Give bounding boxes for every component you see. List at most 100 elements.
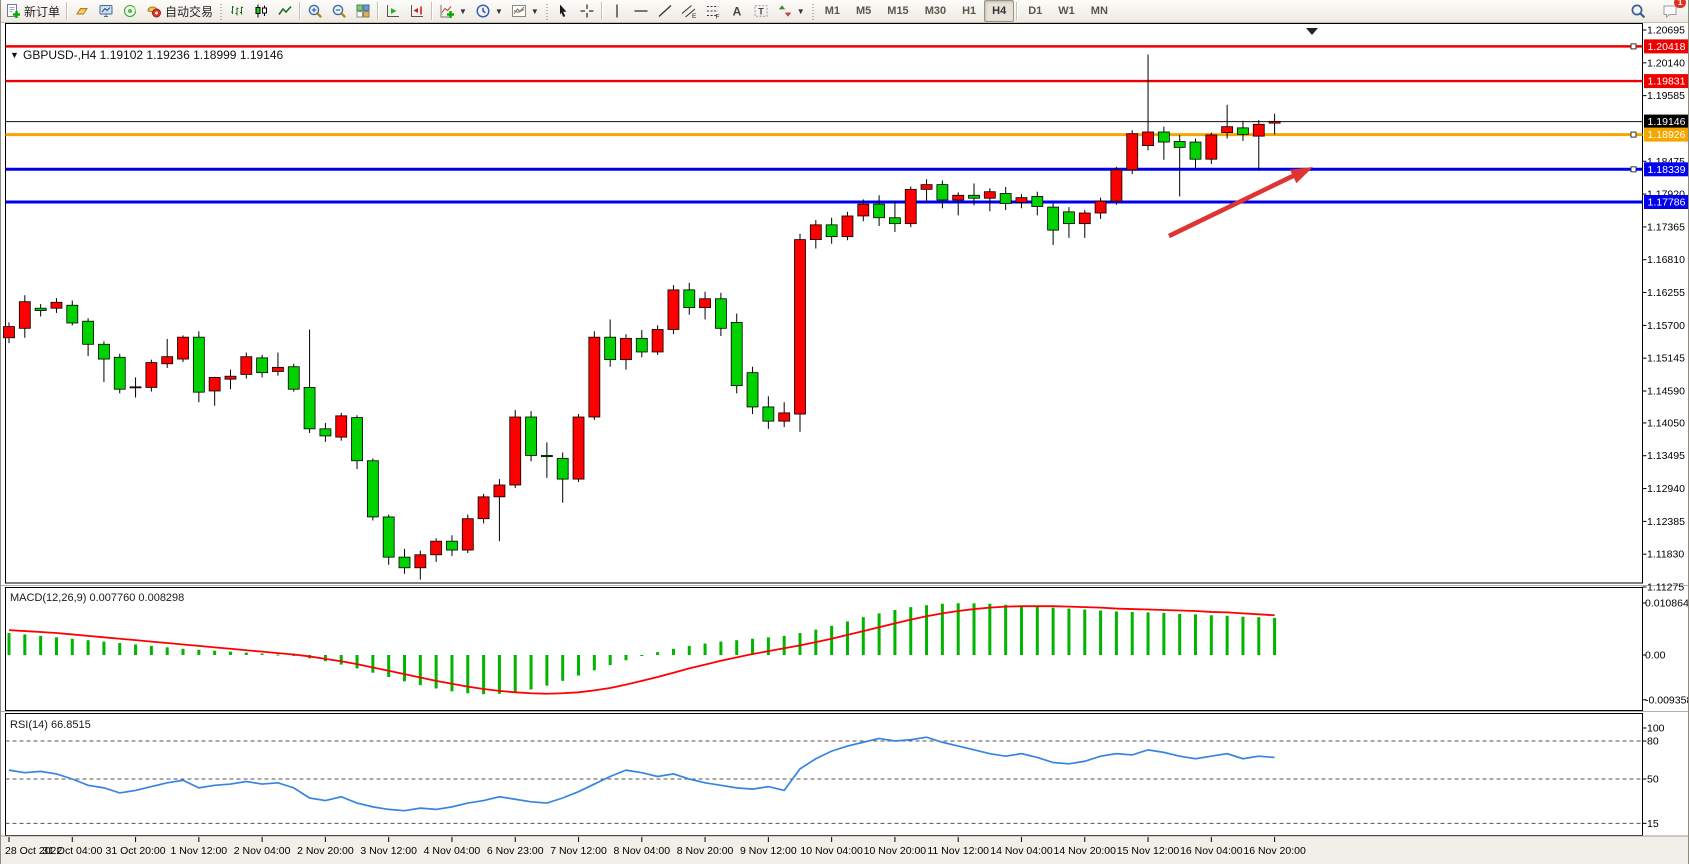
candle [794,233,806,432]
tile-windows-button[interactable] [351,0,375,23]
channel-tool-button[interactable]: E [677,0,701,23]
zoom-out-button[interactable] [327,0,351,23]
indicators-icon [440,5,455,18]
auto-scroll-button[interactable] [381,0,405,23]
price-tick-label: 1.12385 [1647,516,1685,528]
timeframe-h1-button[interactable]: H1 [962,5,977,17]
time-tick-label: 28 Oct 2022 [5,845,62,857]
market-watch-button[interactable] [70,0,94,23]
timeframe-h4-button[interactable]: H4 [984,0,1015,22]
price-badge [1644,195,1688,210]
time-tick-label: 31 Oct 04:00 [42,845,102,857]
vertical-line-tool-button[interactable] [605,0,629,23]
candle [335,412,348,441]
label-tool-button[interactable]: T [749,0,773,23]
candle [540,442,553,478]
macd-bar [213,650,217,655]
time-tick-label: 15 Nov 12:00 [1117,845,1180,857]
periods-icon [476,4,490,18]
timeframe-m5-button[interactable]: M5 [856,5,872,17]
chevron-down-icon[interactable]: ▼ [530,6,539,16]
timeframe-w1-button[interactable]: W1 [1058,5,1075,17]
candle [683,282,696,315]
chart-window-button[interactable] [94,0,118,23]
candle [857,199,870,222]
signals-button[interactable] [118,0,142,23]
bar-chart-mode-button[interactable] [225,0,249,23]
arrows-tool-button[interactable]: ▼ [773,0,809,23]
candle [556,452,569,503]
chevron-down-icon[interactable]: ▼ [494,6,503,16]
symbol-dropdown-icon[interactable]: ▼ [10,50,19,60]
toolbar-group [551,0,599,22]
hline-handle[interactable] [1630,166,1637,173]
fibonacci-tool-button[interactable]: F [701,0,725,23]
new-order-label: 新订单 [24,4,61,19]
trend-arrow[interactable] [1167,172,1297,239]
new-order-button[interactable]: 新订单 [1,0,64,23]
indicators-button[interactable]: ▼ [435,0,471,23]
horizontal-line-tool-button[interactable] [629,0,653,23]
candle [841,211,854,241]
time-tick-label: 8 Nov 04:00 [613,845,670,857]
trend-arrow-head[interactable] [1289,167,1313,184]
macd-label: MACD(12,26,9) 0.007760 0.008298 [10,592,184,604]
hline-handle[interactable] [1630,131,1637,138]
cursor-tool-button[interactable] [551,0,575,23]
timeframe-m1-button[interactable]: M1 [824,5,840,17]
time-tick-label: 14 Nov 20:00 [1054,845,1117,857]
price-tick-label: 1.11275 [1647,582,1684,594]
candle [272,352,284,376]
macd-bar [719,641,723,655]
toolbar-separator [66,2,69,20]
candle [920,179,933,203]
candle [825,217,838,244]
candle [1252,120,1265,171]
timeframe-d1-button[interactable]: D1 [1028,5,1043,17]
candle [588,331,601,420]
chart-shift-button[interactable] [405,0,429,23]
macd-bar [39,635,43,655]
toolbar-separator [377,2,380,20]
candle [382,514,395,565]
crosshair-tool-button[interactable] [575,0,599,23]
candle [177,335,189,363]
auto-scroll-icon [387,5,400,17]
timeframe-m15-button[interactable]: M15 [887,5,909,17]
shift-marker-icon [1306,28,1318,35]
macd-bar [703,643,707,655]
auto-trading-button[interactable]: 自动交易 [142,0,217,23]
toolbar: 新订单 自动交易 ▼ ▼ ▼ E F A T ▼ M1 M5 M15 M30 H1 H4 D1 W1 MN 1 [1,0,1688,23]
macd-bar [54,637,58,655]
candle [667,285,680,335]
candle [889,201,901,232]
hline-handle[interactable] [1630,43,1637,50]
trendline-tool-button[interactable] [653,0,677,23]
templates-button[interactable]: ▼ [507,0,543,23]
macd-bar [925,605,929,655]
chevron-down-icon[interactable]: ▼ [796,6,805,16]
timeframe-mn-button[interactable]: MN [1090,5,1108,17]
time-tick-label: 16 Nov 20:00 [1243,845,1306,857]
candle [256,354,269,378]
periods-button[interactable]: ▼ [471,0,507,23]
macd-bar [624,655,628,661]
price-badge [1644,114,1688,129]
chevron-down-icon[interactable]: ▼ [459,6,467,16]
toolbar-group: E F A T ▼ [605,0,809,22]
timeframe-m30-button[interactable]: M30 [924,5,947,17]
search-button[interactable] [1626,0,1650,23]
macd-bar [956,603,960,655]
zoom-in-button[interactable] [303,0,327,23]
time-tick-label: 6 Nov 23:00 [487,845,544,857]
text-tool-button[interactable]: A [725,0,749,23]
zoom-out-icon [332,4,347,19]
candle [1142,54,1154,151]
line-chart-mode-button[interactable] [273,0,297,23]
candlestick-mode-button[interactable] [249,0,273,23]
notifications-button[interactable]: 1 [1658,0,1686,23]
macd-bar [845,621,849,655]
rsi-panel [5,713,1643,836]
macd-bar [893,610,897,655]
candle [509,409,522,488]
